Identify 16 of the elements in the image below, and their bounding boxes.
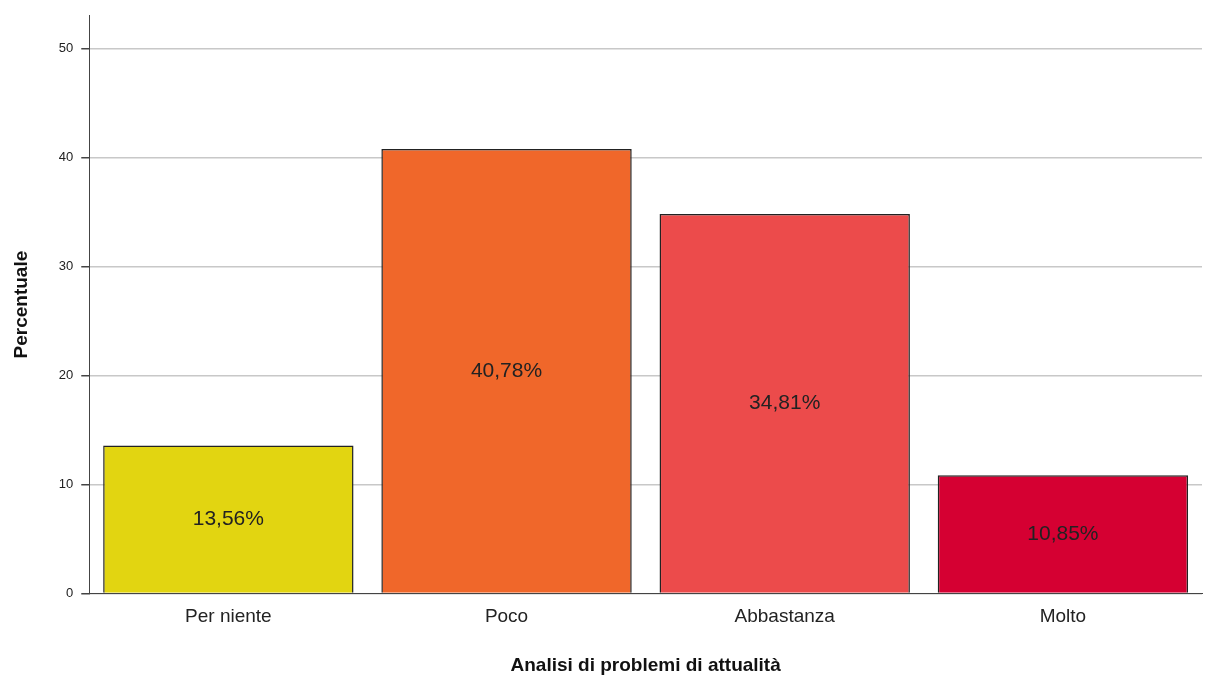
data-label: 13,56% bbox=[192, 505, 264, 529]
data-label: 34,81% bbox=[749, 390, 821, 414]
y-tick-label: 20 bbox=[58, 367, 74, 383]
y-tick-label: 30 bbox=[58, 258, 74, 274]
y-axis-title: Percentuale bbox=[9, 250, 31, 359]
data-label: 10,85% bbox=[1027, 520, 1099, 544]
x-tick-label: Poco bbox=[484, 605, 529, 627]
y-tick-label: 40 bbox=[58, 149, 74, 165]
x-tick-label: Per niente bbox=[185, 605, 272, 627]
x-tick-label: Molto bbox=[1039, 605, 1087, 627]
x-tick-label: Abbastanza bbox=[734, 605, 836, 627]
x-axis-title: Analisi di problemi di attualità bbox=[510, 653, 782, 675]
y-tick-label: 0 bbox=[66, 584, 74, 600]
data-label: 40,78% bbox=[470, 357, 543, 381]
y-tick-label: 10 bbox=[58, 476, 74, 491]
y-tick-label: 50 bbox=[58, 40, 74, 56]
